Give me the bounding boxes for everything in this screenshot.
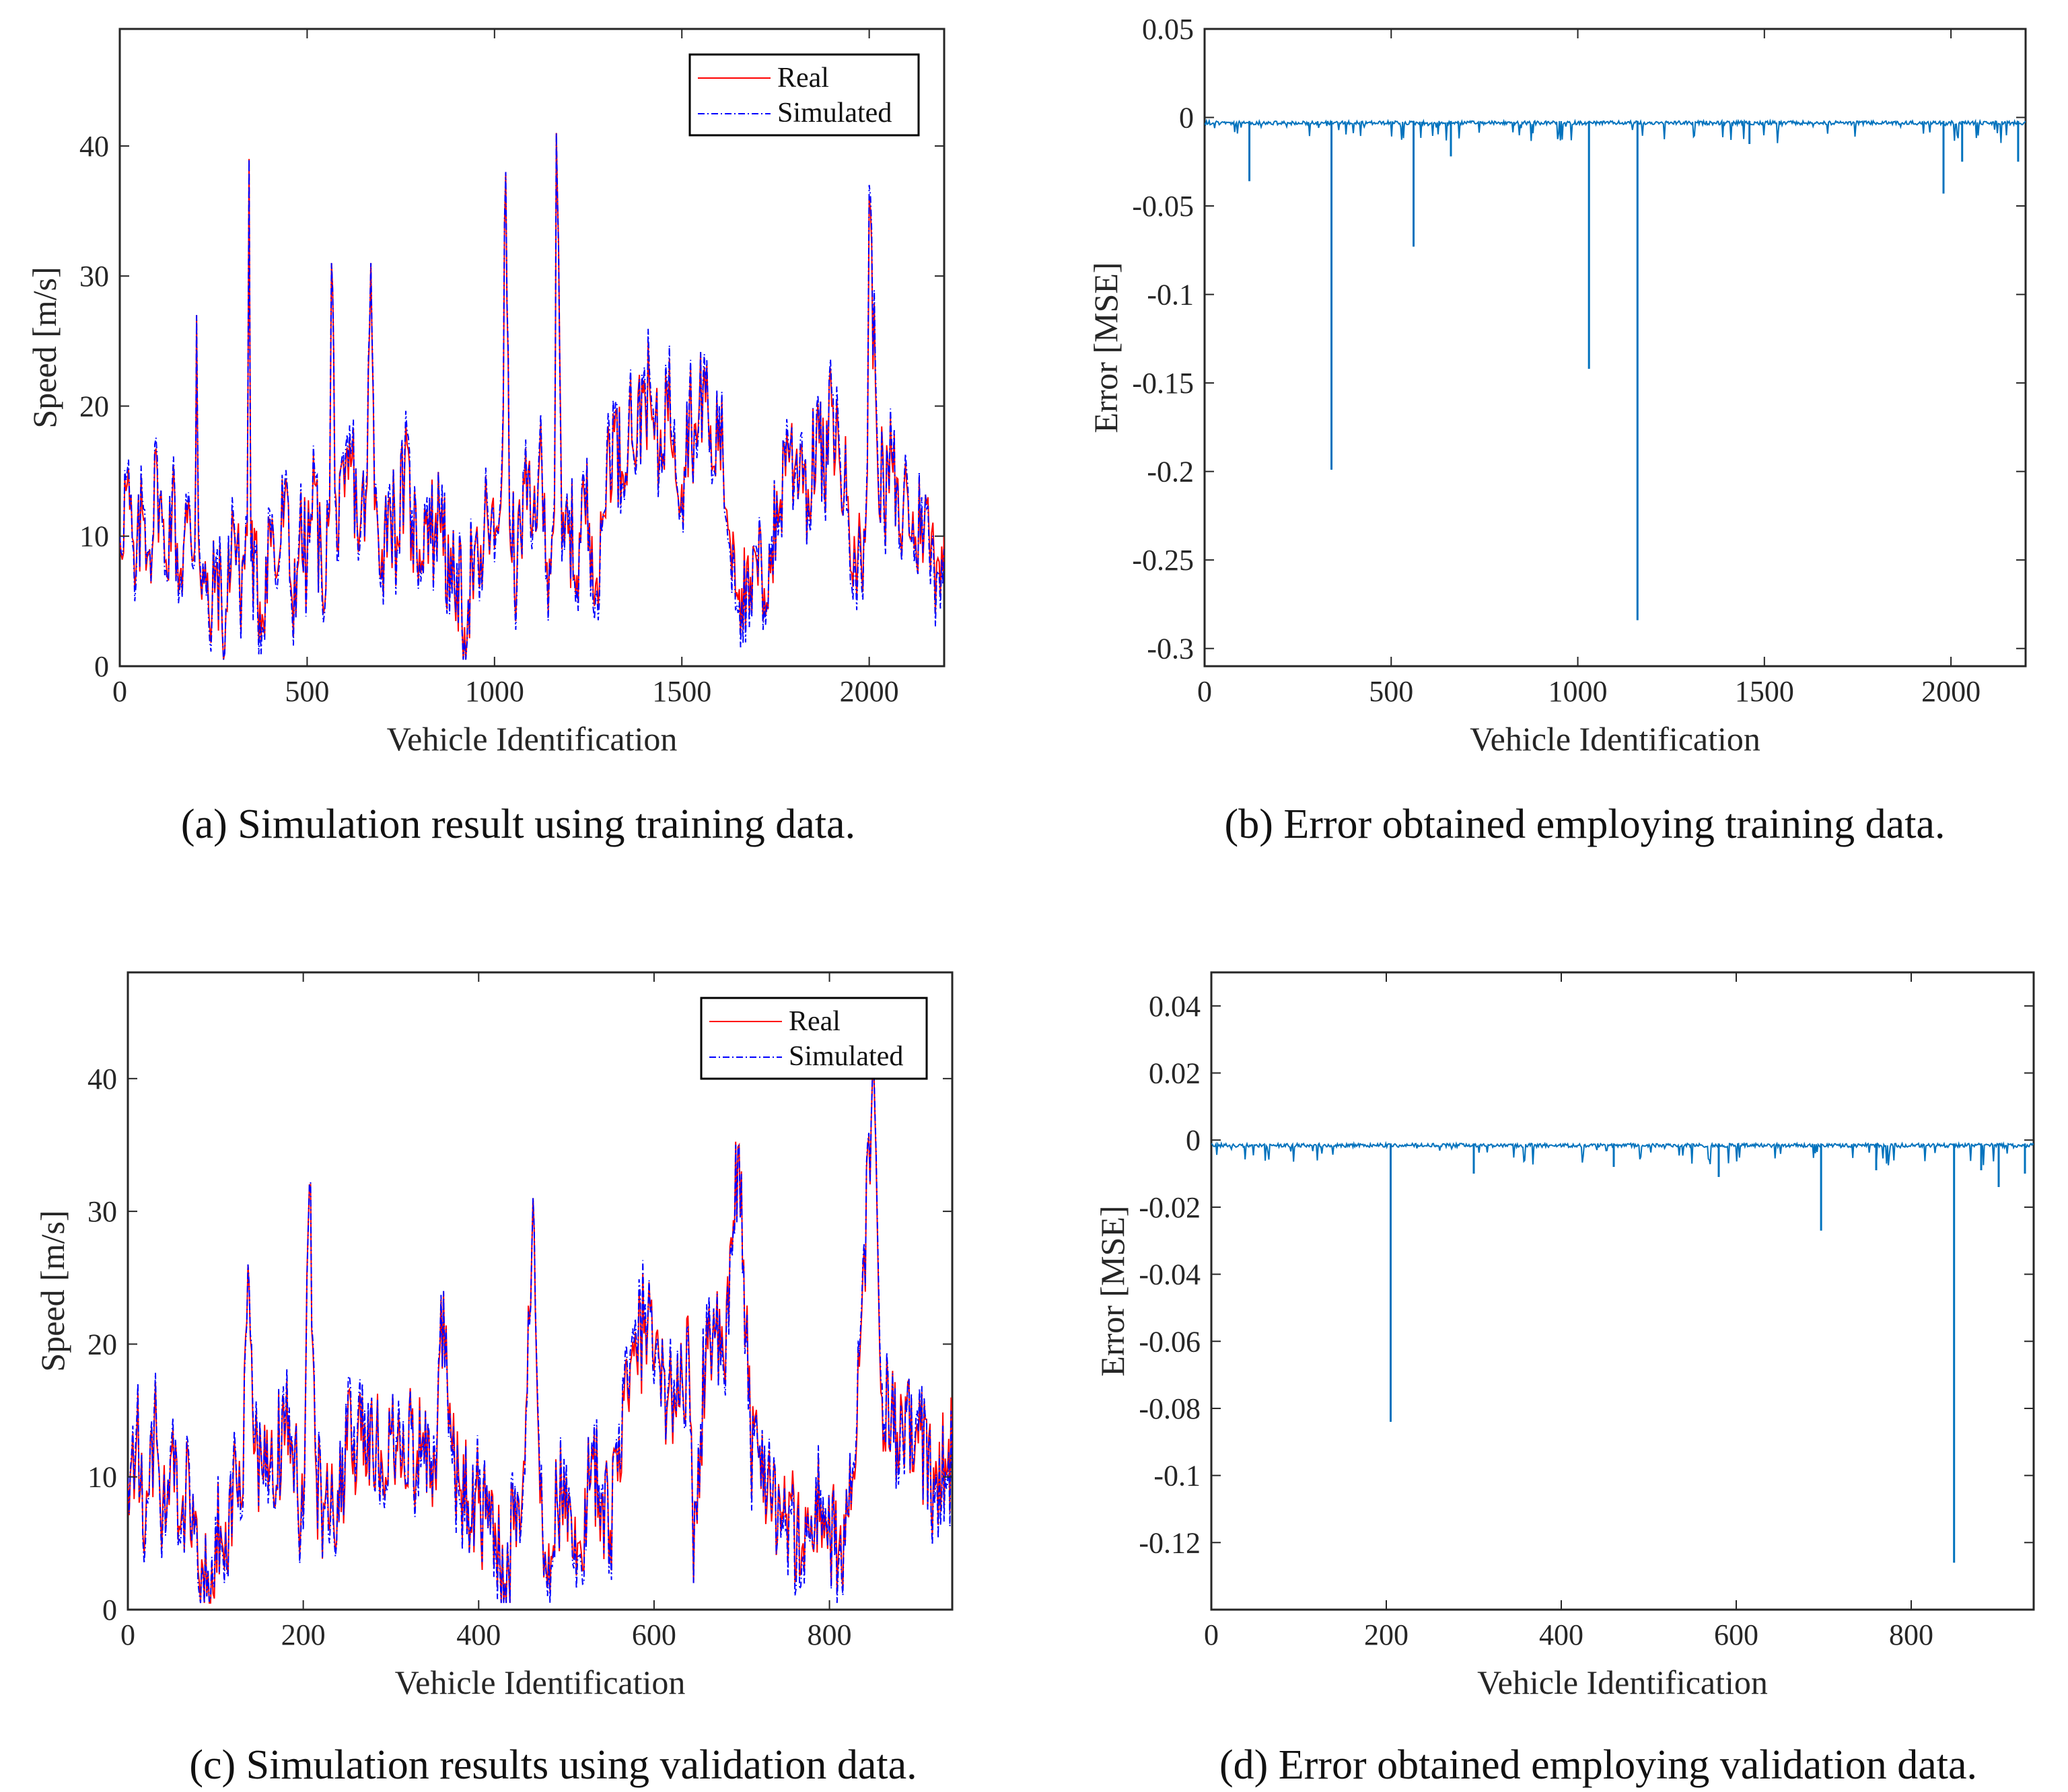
x-tick-label: 1000 [465,675,524,708]
x-tick-label: 200 [281,1618,326,1651]
x-tick-label: 1500 [652,675,711,708]
y-tick-label: 30 [79,260,109,293]
caption-b: (b) Error obtained employing training da… [1225,801,1946,847]
y-tick-label: -0.15 [1132,367,1194,400]
axes-frame [1210,971,2035,1611]
y-tick-label: 0.05 [1142,13,1194,46]
y-axis-label: Error [MSE] [1087,262,1125,433]
y-tick-label: -0.06 [1139,1325,1201,1358]
x-tick-label: 600 [632,1618,676,1651]
x-axis-label: Vehicle Identification [395,1663,686,1701]
plot-area [120,133,944,660]
y-tick-label: 40 [87,1063,117,1096]
plot-area [128,1060,952,1604]
x-tick-label: 600 [1714,1618,1758,1651]
y-tick-label: 10 [87,1461,117,1494]
error-line [1211,1141,2034,1166]
y-tick-label: -0.12 [1139,1526,1201,1559]
legend-box [700,997,928,1080]
x-axis-label: Vehicle Identification [387,720,678,758]
y-axis-label: Speed [m/s] [34,1210,71,1371]
caption-c: (c) Simulation results using validation … [189,1742,917,1788]
y-tick-label: 20 [87,1328,117,1361]
legend: Real Simulated [688,53,920,137]
axes-frame [1203,28,2027,668]
x-tick-label: 0 [112,675,127,708]
plot-area [1205,118,2026,620]
x-tick-label: 0 [1204,1618,1219,1651]
error-line [1205,118,2026,143]
x-tick-label: 800 [808,1618,852,1651]
series-line-simulated [120,133,944,660]
legend-label-simulated: Simulated [789,1041,903,1072]
x-tick-label: 0 [120,1618,135,1651]
legend-box [688,53,920,137]
y-axis-label: Error [MSE] [1094,1205,1131,1376]
plot-area [1211,1141,2034,1563]
caption-d: (d) Error obtained employing validation … [1219,1742,1977,1788]
x-tick-label: 500 [285,675,329,708]
x-tick-label: 400 [1539,1618,1583,1651]
y-tick-label: 10 [79,520,109,553]
y-tick-label: 0.04 [1149,990,1201,1023]
y-tick-label: 40 [79,130,109,163]
x-tick-label: 800 [1889,1618,1933,1651]
x-tick-label: 2000 [840,675,899,708]
y-tick-label: -0.2 [1147,456,1194,489]
panel-d-error-validation: 0 200 400 600 800 0.04 0.02 0 -0.02 -0.04 -0.06 -0.… [1094,971,2035,1788]
legend: Real Simulated [700,997,928,1080]
caption-a: (a) Simulation result using training dat… [181,801,855,847]
y-tick-label: -0.25 [1132,544,1194,577]
x-tick-label: 0 [1197,675,1212,708]
x-tick-label: 1500 [1735,675,1794,708]
y-tick-label: 0 [1179,102,1194,135]
y-tick-label: 30 [87,1195,117,1228]
y-tick-label: -0.1 [1153,1460,1201,1493]
x-axis-label: Vehicle Identification [1477,1663,1768,1701]
x-tick-label: 400 [456,1618,501,1651]
panel-c-speed-validation: Real Simulated 0 200 400 600 800 0 10 20 30 40 Vehic… [34,971,954,1788]
y-tick-label: 0 [1186,1124,1201,1157]
y-tick-label: -0.3 [1147,633,1194,666]
panel-a-speed-training: Real Simulated 0 500 1000 1500 2000 0 10 20 30 40 Ve… [26,28,946,847]
y-tick-label: -0.1 [1147,279,1194,312]
y-tick-label: -0.04 [1139,1258,1201,1291]
x-tick-label: 500 [1369,675,1413,708]
x-tick-label: 2000 [1921,675,1981,708]
x-tick-label: 200 [1364,1618,1409,1651]
x-tick-label: 1000 [1548,675,1608,708]
y-tick-label: 0 [102,1593,117,1626]
x-axis-label: Vehicle Identification [1470,720,1760,758]
series-line-simulated [128,1060,952,1604]
y-tick-label: -0.08 [1139,1392,1201,1425]
legend-label-simulated: Simulated [777,98,892,129]
y-tick-label: 0.02 [1149,1057,1201,1090]
legend-label-real: Real [777,63,829,94]
y-tick-label: 20 [79,390,109,423]
legend-label-real: Real [789,1006,841,1037]
y-tick-label: 0 [94,650,109,683]
y-tick-label: -0.02 [1139,1191,1201,1224]
panel-b-error-training: 0 500 1000 1500 2000 0.05 0 -0.05 -0.1 -0.15 -0.2 -… [1087,13,2027,847]
y-tick-label: -0.05 [1132,190,1194,223]
y-axis-label: Speed [m/s] [26,266,63,428]
